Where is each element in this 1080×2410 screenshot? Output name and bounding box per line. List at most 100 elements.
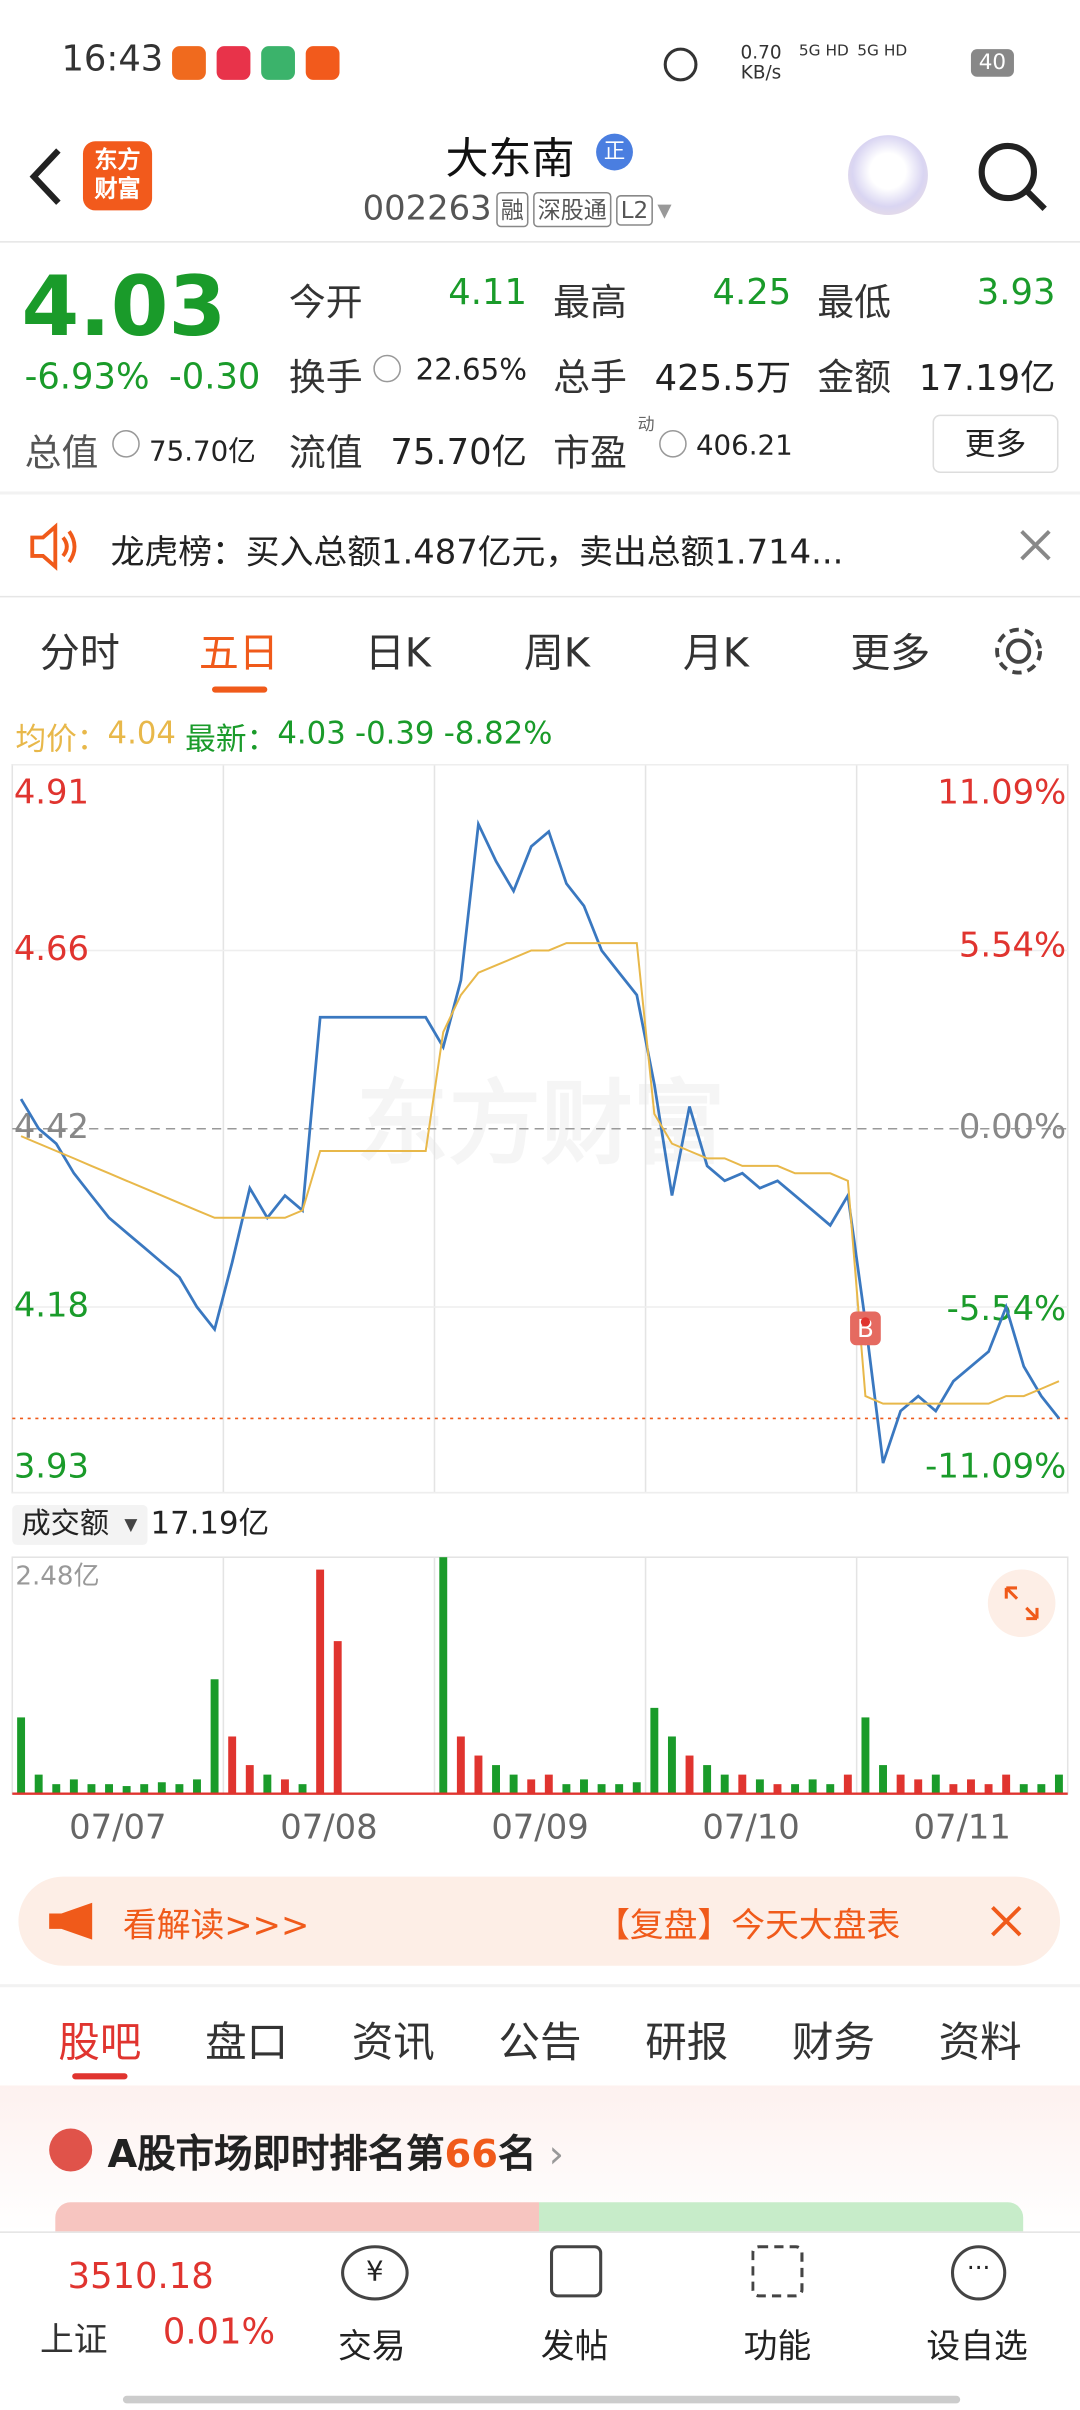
dropdown-arrow: ▼ [124, 1514, 137, 1534]
volume-bar [69, 1779, 78, 1794]
banner[interactable] [18, 1876, 1061, 1966]
volume-bar [650, 1707, 659, 1794]
field-value: 406.21 [695, 429, 793, 463]
field-value: 4.11 [448, 273, 527, 314]
volume-bar [826, 1784, 835, 1794]
volume-bar [738, 1774, 747, 1794]
change: -0.30 [168, 357, 261, 398]
more-button[interactable]: 更多 [932, 414, 1059, 473]
volume-bar [52, 1784, 61, 1794]
close-button[interactable] [989, 1904, 1023, 1938]
y-tick-label: 4.66 [14, 929, 89, 968]
close-button[interactable] [1019, 528, 1053, 562]
info-icon[interactable] [112, 429, 140, 458]
trade-marker-dot [860, 1317, 871, 1327]
volume-bar [263, 1774, 272, 1794]
nav-item[interactable]: 功能 [743, 2328, 812, 2367]
field-value: 75.70亿 [390, 433, 527, 473]
legend-value: 4.03 [277, 714, 346, 751]
x-tick-label: 07/09 [491, 1808, 588, 1847]
watchlist-icon: ··· [950, 2245, 1007, 2301]
chart-tab[interactable]: 更多 [850, 631, 931, 678]
volume-bar [509, 1774, 518, 1794]
rank-bar [55, 2202, 1024, 2233]
legend-value: -0.39 [354, 714, 435, 751]
chart-tab[interactable]: 周K [523, 631, 590, 678]
banner-text[interactable]: 看解读>>> [122, 1907, 310, 1946]
section-tab[interactable]: 研报 [645, 2019, 729, 2068]
battery: 40 [970, 49, 1014, 77]
volume-bar [791, 1784, 800, 1794]
index-value[interactable]: 3510.18 [67, 2257, 214, 2298]
volume-bar [316, 1569, 325, 1794]
section-tab[interactable]: 盘口 [205, 2019, 289, 2068]
tag: L2 [616, 194, 653, 225]
expand-button[interactable] [987, 1569, 1056, 1638]
settings-button[interactable] [991, 623, 1046, 678]
volume-bar [245, 1765, 254, 1794]
y2-tick-label: 11.09% [937, 772, 1066, 811]
robot-avatar[interactable] [848, 135, 928, 215]
notice-text[interactable]: 龙虎榜：买入总额1.487亿元，卖出总额1.714... [110, 534, 844, 573]
volume-bar [17, 1717, 26, 1794]
index-change[interactable]: 0.01% [162, 2312, 276, 2353]
volume-bar [527, 1779, 536, 1794]
tab-underline [211, 686, 267, 693]
section-tab[interactable]: 资讯 [351, 2019, 435, 2068]
x-tick-label: 07/10 [702, 1808, 799, 1847]
volume-frame [11, 1556, 1069, 1795]
volume-bar [87, 1784, 96, 1794]
volume-bar [667, 1736, 676, 1794]
volume-bar [456, 1736, 465, 1794]
volume-selector[interactable] [12, 1504, 148, 1545]
volume-bar [685, 1755, 694, 1794]
function-icon [751, 2245, 804, 2298]
tag: 深股通 [533, 191, 612, 228]
chart-tab[interactable]: 月K [682, 631, 749, 678]
field-label: 流值 [288, 431, 363, 475]
nav-item[interactable]: 发帖 [540, 2328, 609, 2367]
divider [0, 491, 1080, 495]
volume-bar [808, 1779, 817, 1794]
divider [0, 595, 1080, 598]
field-label: 最低 [817, 281, 892, 325]
back-button[interactable] [22, 144, 68, 208]
nav-item[interactable]: 设自选 [926, 2328, 1028, 2367]
nav-item[interactable]: 交易 [337, 2328, 406, 2367]
chart-tab[interactable]: 五日 [198, 631, 279, 678]
chart-tab[interactable]: 日K [364, 631, 431, 678]
field-value: 75.70亿 [149, 436, 256, 469]
change-pct: -6.93% [24, 357, 150, 398]
dropdown-arrow[interactable]: ▼ [657, 198, 672, 221]
section-tab[interactable]: 财务 [791, 2019, 875, 2068]
volume-bar [105, 1784, 113, 1794]
rank-text[interactable]: A股市场即时排名第66名 › [107, 2131, 565, 2177]
volume-title[interactable]: 成交额 [22, 1506, 110, 1540]
banner-text[interactable]: 【复盘】今天大盘表 [596, 1907, 901, 1946]
index-name[interactable]: 上证 [39, 2321, 108, 2361]
field-label: 今开 [288, 281, 363, 325]
volume-bar [861, 1717, 870, 1794]
watermark: 东方财富 [356, 1070, 725, 1178]
volume-bar [1037, 1784, 1046, 1794]
section-tab[interactable]: 资料 [938, 2019, 1022, 2068]
alarm-icon [663, 47, 698, 82]
tab-underline [72, 2073, 128, 2080]
pe-note: 动 [637, 414, 655, 435]
volume-bar [896, 1774, 905, 1794]
status-time: 16:43 [61, 39, 164, 80]
volume-bar [140, 1784, 149, 1794]
volume-bar [615, 1784, 624, 1794]
signal: 5G HD [798, 42, 849, 60]
five-day-chart: 东方财富 成交额 ▼ 17.19亿 4.91 11.09%4.66 5.54%4.4… [11, 764, 1069, 1847]
field-value: 4.25 [712, 273, 792, 314]
section-tab[interactable]: 公告 [498, 2019, 582, 2068]
volume-bar [562, 1784, 571, 1794]
info-icon[interactable] [659, 429, 687, 458]
section-tab[interactable]: 股吧 [58, 2019, 142, 2068]
search-button[interactable] [974, 138, 1051, 215]
chart-tab[interactable]: 分时 [39, 631, 120, 678]
divider [0, 1984, 1080, 1988]
info-icon[interactable] [373, 354, 401, 383]
